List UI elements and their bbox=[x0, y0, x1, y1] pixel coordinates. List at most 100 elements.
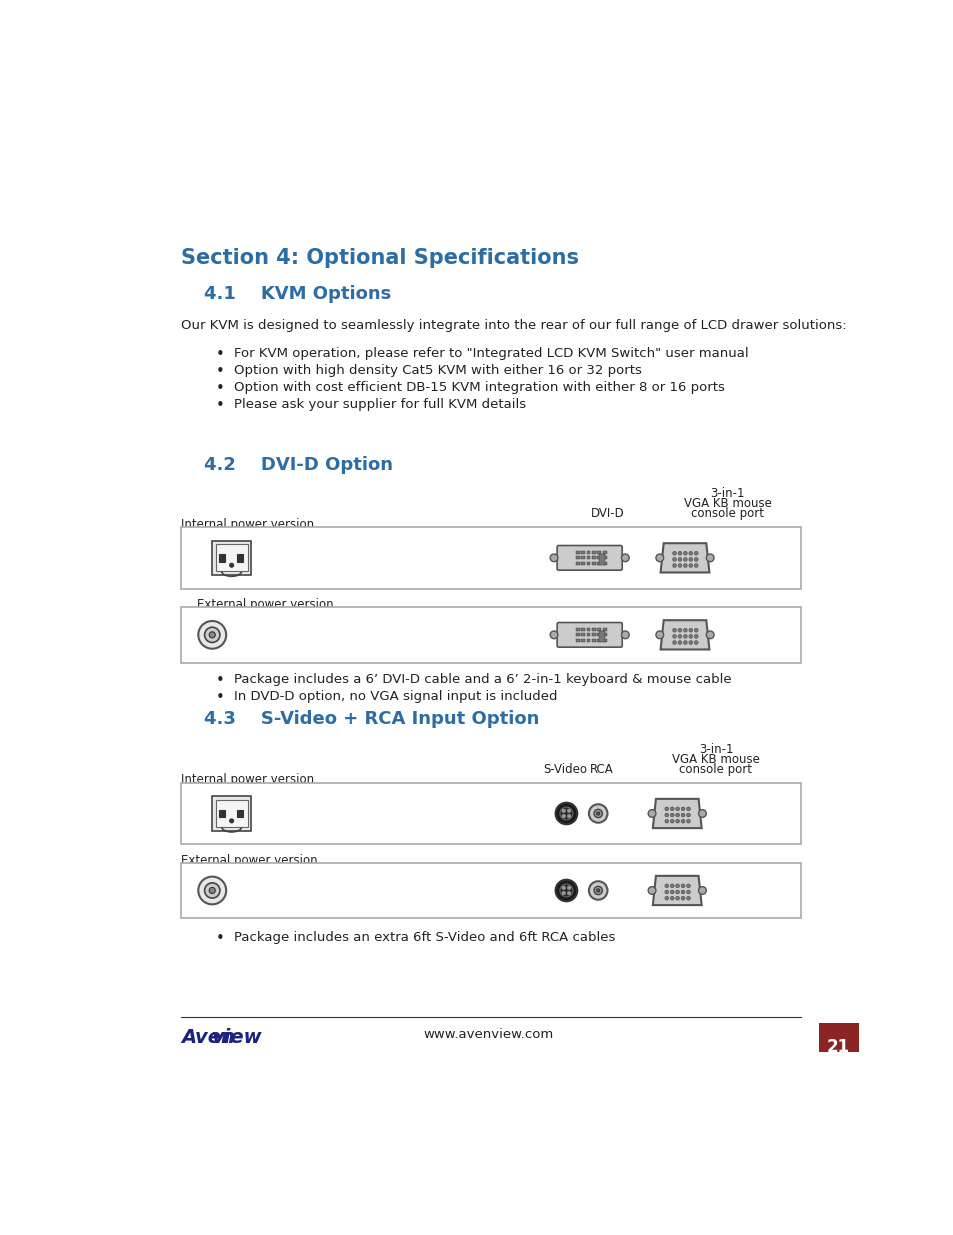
Bar bbox=[575, 562, 579, 564]
Circle shape bbox=[680, 890, 684, 894]
Circle shape bbox=[686, 890, 690, 894]
Bar bbox=[592, 634, 596, 636]
Circle shape bbox=[561, 814, 565, 818]
Bar bbox=[586, 556, 590, 559]
Bar bbox=[592, 551, 596, 555]
Circle shape bbox=[672, 635, 676, 638]
Text: VGA KB mouse: VGA KB mouse bbox=[671, 752, 760, 766]
Bar bbox=[819, 1023, 858, 1052]
Text: RCA: RCA bbox=[589, 763, 613, 776]
Circle shape bbox=[656, 555, 663, 562]
Text: Please ask your supplier for full KVM details: Please ask your supplier for full KVM de… bbox=[233, 398, 525, 411]
Circle shape bbox=[678, 551, 681, 556]
Circle shape bbox=[672, 551, 676, 556]
Circle shape bbox=[620, 631, 629, 638]
Circle shape bbox=[567, 814, 571, 818]
Bar bbox=[236, 810, 242, 818]
Bar bbox=[575, 551, 579, 555]
Circle shape bbox=[559, 884, 573, 897]
Circle shape bbox=[561, 892, 565, 895]
Circle shape bbox=[664, 813, 668, 816]
Circle shape bbox=[688, 635, 692, 638]
Circle shape bbox=[675, 884, 679, 888]
Polygon shape bbox=[659, 543, 709, 573]
Bar bbox=[181, 608, 801, 662]
Bar bbox=[580, 562, 584, 564]
Circle shape bbox=[555, 803, 577, 824]
Bar bbox=[602, 562, 606, 564]
Circle shape bbox=[694, 641, 698, 645]
Text: 21: 21 bbox=[826, 1039, 849, 1056]
Circle shape bbox=[680, 884, 684, 888]
Circle shape bbox=[672, 563, 676, 567]
Text: 3-in-1: 3-in-1 bbox=[698, 742, 733, 756]
Text: Internal power version: Internal power version bbox=[181, 517, 314, 531]
Circle shape bbox=[567, 885, 571, 889]
Bar bbox=[586, 551, 590, 555]
Circle shape bbox=[198, 621, 226, 648]
Circle shape bbox=[670, 897, 674, 900]
Bar bbox=[586, 562, 590, 564]
Text: •: • bbox=[215, 364, 224, 379]
Circle shape bbox=[555, 879, 577, 902]
Circle shape bbox=[678, 641, 681, 645]
Bar bbox=[236, 555, 242, 562]
Bar bbox=[586, 638, 590, 642]
Text: view: view bbox=[212, 1028, 263, 1046]
Text: Our KVM is designed to seamlessly integrate into the rear of our full range of L: Our KVM is designed to seamlessly integr… bbox=[181, 319, 846, 332]
Circle shape bbox=[688, 557, 692, 561]
Text: For KVM operation, please refer to "Integrated LCD KVM Switch" user manual: For KVM operation, please refer to "Inte… bbox=[233, 347, 748, 359]
Circle shape bbox=[675, 897, 679, 900]
Bar bbox=[592, 562, 596, 564]
Bar bbox=[592, 556, 596, 559]
Circle shape bbox=[561, 885, 565, 889]
Bar bbox=[586, 634, 590, 636]
Circle shape bbox=[682, 551, 686, 556]
Circle shape bbox=[675, 813, 679, 816]
Bar bbox=[580, 634, 584, 636]
Circle shape bbox=[686, 813, 690, 816]
Circle shape bbox=[680, 806, 684, 811]
Circle shape bbox=[647, 887, 656, 894]
Circle shape bbox=[694, 557, 698, 561]
Text: •: • bbox=[215, 398, 224, 412]
Circle shape bbox=[594, 809, 601, 818]
Circle shape bbox=[664, 819, 668, 823]
Polygon shape bbox=[659, 620, 709, 650]
Circle shape bbox=[672, 641, 676, 645]
Bar bbox=[597, 627, 600, 631]
Text: Option with cost efficient DB-15 KVM integration with either 8 or 16 ports: Option with cost efficient DB-15 KVM int… bbox=[233, 380, 724, 394]
Text: console port: console port bbox=[690, 508, 763, 520]
Circle shape bbox=[682, 635, 686, 638]
Circle shape bbox=[620, 555, 629, 562]
Circle shape bbox=[705, 555, 713, 562]
Text: •: • bbox=[215, 690, 224, 705]
Text: console port: console port bbox=[679, 763, 752, 776]
Bar bbox=[597, 556, 600, 559]
Polygon shape bbox=[652, 876, 700, 905]
Circle shape bbox=[678, 629, 681, 632]
Circle shape bbox=[204, 627, 220, 642]
Circle shape bbox=[682, 563, 686, 567]
Bar bbox=[598, 631, 604, 642]
Text: DVI-D: DVI-D bbox=[590, 508, 623, 520]
Circle shape bbox=[670, 819, 674, 823]
Text: •: • bbox=[215, 380, 224, 395]
Circle shape bbox=[688, 551, 692, 556]
Bar bbox=[580, 627, 584, 631]
Text: In DVD-D option, no VGA signal input is included: In DVD-D option, no VGA signal input is … bbox=[233, 690, 557, 703]
Circle shape bbox=[682, 629, 686, 632]
Circle shape bbox=[688, 641, 692, 645]
Circle shape bbox=[678, 635, 681, 638]
Circle shape bbox=[550, 631, 558, 638]
Bar bbox=[219, 555, 225, 562]
Circle shape bbox=[686, 819, 690, 823]
Circle shape bbox=[694, 551, 698, 556]
Text: 4.3    S-Video + RCA Input Option: 4.3 S-Video + RCA Input Option bbox=[204, 710, 539, 729]
Bar bbox=[592, 638, 596, 642]
Bar bbox=[602, 556, 606, 559]
Circle shape bbox=[694, 629, 698, 632]
Bar bbox=[602, 551, 606, 555]
Bar bbox=[219, 810, 225, 818]
Text: Internal power version: Internal power version bbox=[181, 773, 314, 787]
